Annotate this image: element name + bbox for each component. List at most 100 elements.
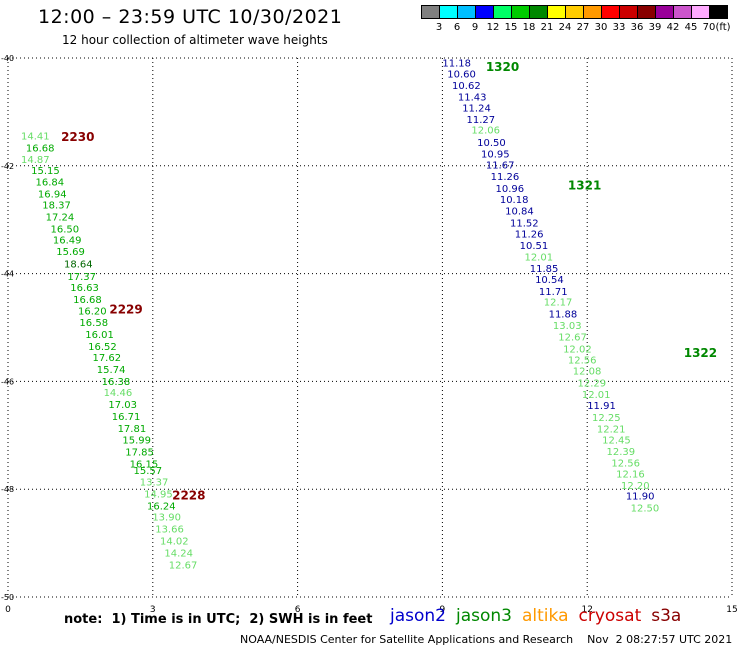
wave-height-point: 16.84 (36, 177, 65, 188)
wave-height-point: 17.37 (67, 272, 96, 283)
wave-height-point: 15.69 (56, 247, 85, 258)
wave-height-point: 12.50 (631, 504, 660, 515)
wave-height-point: 12.56 (611, 458, 640, 469)
y-tick-label: -46 (1, 377, 14, 386)
wave-height-point: 17.62 (92, 353, 121, 364)
wave-height-point: 10.50 (477, 138, 506, 149)
wave-height-point: 16.52 (88, 342, 117, 353)
wave-height-point: 12.25 (592, 413, 621, 424)
x-tick-label: 3 (150, 605, 156, 615)
legend-label: 21 (540, 22, 554, 33)
wave-height-point: 16.68 (73, 295, 102, 306)
wave-height-point: 11.27 (467, 115, 496, 126)
wave-height-point: 11.24 (462, 104, 491, 115)
wave-height-point: 16.20 (78, 306, 107, 317)
wave-height-point: 12.29 (578, 378, 607, 389)
legend-label: 45 (684, 22, 698, 33)
wave-height-point: 16.49 (53, 236, 82, 247)
wave-height-point: 12.02 (563, 345, 592, 356)
wave-height-point: 12.06 (471, 126, 500, 137)
wave-height-point: 10.18 (500, 195, 529, 206)
wave-height-point: 13.90 (152, 513, 181, 524)
mission-name: jason2 (390, 606, 446, 626)
wave-height-point: 15.15 (31, 166, 60, 177)
track-time-label: 2230 (61, 130, 94, 144)
x-tick-label: 15 (726, 605, 737, 615)
wave-height-point: 14.02 (160, 536, 189, 547)
y-tick-label: -44 (1, 270, 14, 279)
wave-height-point: 11.91 (587, 401, 616, 412)
track-time-label: 2228 (172, 489, 205, 503)
wave-height-point: 16.58 (79, 318, 108, 329)
mission-legend: jason2 jason3 altika cryosat s3a (390, 606, 691, 626)
wave-height-point: 13.03 (553, 321, 582, 332)
legend-label: 27 (576, 22, 590, 33)
chart-subtitle: 12 hour collection of altimeter wave hei… (62, 33, 328, 47)
x-tick-label: 12 (581, 605, 592, 615)
legend-label: 39 (648, 22, 662, 33)
wave-height-point: 11.18 (442, 58, 471, 69)
wave-height-point: 11.26 (491, 172, 520, 183)
legend-unit: (ft) (715, 22, 731, 33)
wave-height-point: 18.37 (42, 201, 71, 212)
wave-height-point: 12.67 (169, 561, 198, 572)
legend-label: 12 (486, 22, 500, 33)
y-tick-label: -42 (1, 162, 14, 171)
wave-height-point: 11.67 (486, 161, 515, 172)
wave-height-point: 11.71 (539, 287, 568, 298)
legend-label: 15 (504, 22, 518, 33)
wave-height-point: 17.85 (125, 447, 154, 458)
track-time-label: 1322 (684, 346, 717, 360)
legend-label: 33 (612, 22, 626, 33)
wave-height-point: 16.68 (26, 143, 55, 154)
wave-height-point: 12.17 (544, 298, 573, 309)
wave-height-point: 16.01 (85, 330, 114, 341)
wave-height-point: 14.46 (104, 388, 133, 399)
legend-label: 6 (453, 22, 461, 33)
legend-labels: 3 6 9 12 15 18 21 24 27 30 33 36 39 42 45 70 (ft) (421, 22, 740, 36)
wave-height-point: 14.24 (164, 548, 193, 559)
wave-height-point: 13.37 (140, 478, 169, 489)
footnote: note: 1) Time is in UTC; 2) SWH is in fe… (64, 612, 373, 627)
wave-height-point: 10.62 (452, 81, 481, 92)
mission-name: altika (522, 606, 569, 626)
credit-line: NOAA/NESDIS Center for Satellite Applica… (240, 633, 733, 646)
wave-height-point: 12.67 (558, 333, 587, 344)
wave-height-point: 11.26 (515, 230, 544, 241)
wave-height-point: 17.81 (118, 424, 147, 435)
legend-label: 18 (522, 22, 536, 33)
wave-height-point: 16.15 (130, 459, 159, 470)
wave-height-point: 11.52 (510, 218, 539, 229)
wave-height-point: 12.39 (607, 447, 636, 458)
legend-label: 36 (630, 22, 644, 33)
legend-label: 9 (471, 22, 479, 33)
wave-height-point: 14.87 (21, 155, 50, 166)
legend-swatch (709, 5, 728, 19)
wave-height-point: 14.95 (144, 490, 173, 501)
mission-name: cryosat (578, 606, 642, 626)
legend-label: 3 (435, 22, 443, 33)
chart-title: 12:00 – 23:59 UTC 10/30/2021 (38, 6, 343, 28)
wave-height-point: 16.63 (70, 283, 99, 294)
wave-height-point: 12.21 (597, 424, 626, 435)
wave-height-point: 10.54 (535, 275, 564, 286)
x-tick-label: 6 (295, 605, 301, 615)
track-time-label: 1320 (486, 60, 519, 74)
wave-height-point: 15.99 (122, 436, 151, 447)
wave-height-point: 12.16 (616, 470, 645, 481)
legend-label: 70 (702, 22, 716, 33)
legend-label: 30 (594, 22, 608, 33)
mission-name: jason3 (456, 606, 512, 626)
wave-height-point: 16.24 (147, 501, 176, 512)
wave-height-point: 11.85 (530, 264, 559, 275)
color-legend: 3 6 9 12 15 18 21 24 27 30 33 36 39 42 45 70 (ft) (421, 5, 731, 33)
wave-height-point: 10.51 (520, 241, 549, 252)
wave-height-point: 16.94 (38, 189, 67, 200)
wave-height-point: 12.45 (602, 436, 631, 447)
y-tick-label: -40 (1, 54, 14, 63)
wave-height-point: 12.08 (573, 367, 602, 378)
wave-height-point: 13.66 (155, 525, 184, 536)
legend-label: 42 (666, 22, 680, 33)
wave-height-point: 15.74 (97, 365, 126, 376)
wave-height-point: 11.90 (626, 492, 655, 503)
